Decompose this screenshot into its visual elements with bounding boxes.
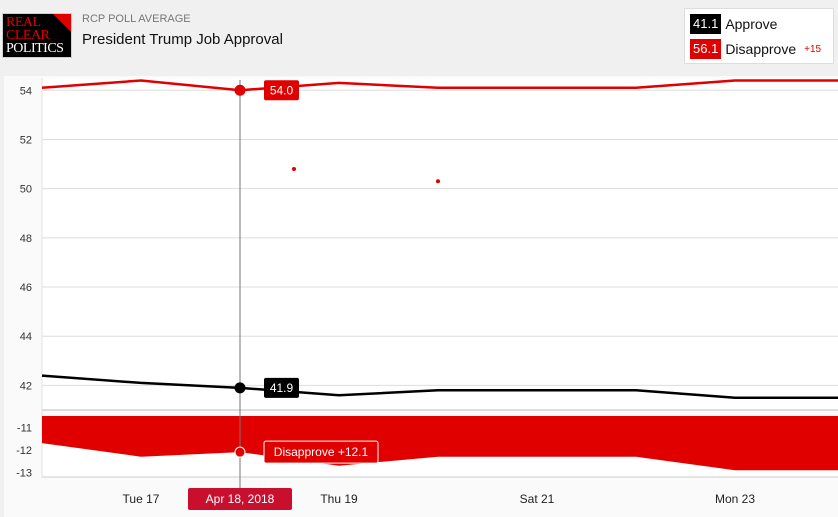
hover-label-approve: 41.9 xyxy=(270,381,294,395)
main-plot-area xyxy=(42,78,838,410)
y-tick-label: 42 xyxy=(20,380,32,392)
x-tick-label: Tue 17 xyxy=(123,492,160,506)
spread-area-disapprove xyxy=(42,416,838,471)
legend-approve-value: 41.1 xyxy=(690,14,722,34)
y-tick-label: 46 xyxy=(20,282,32,294)
y-tick-label: 52 xyxy=(20,134,32,146)
legend-approve[interactable]: 41.1 Approve xyxy=(690,14,777,34)
legend: 41.1 Approve 56.1 Disapprove +15 xyxy=(684,8,834,64)
hover-date-label: Apr 18, 2018 xyxy=(206,492,275,506)
logo-line-1: REAL xyxy=(6,15,41,30)
x-tick-label: Mon 23 xyxy=(715,492,755,506)
legend-disapprove[interactable]: 56.1 Disapprove +15 xyxy=(690,39,821,59)
data-point xyxy=(436,179,440,184)
legend-disapprove-value: 56.1 xyxy=(690,39,722,59)
hover-date-label-box xyxy=(188,488,292,510)
x-tick-label: Thu 19 xyxy=(320,492,358,506)
hover-point-approve xyxy=(234,382,246,394)
hover-label-spread: Disapprove +12.1 xyxy=(274,445,369,459)
legend-disapprove-label: Disapprove xyxy=(725,41,797,57)
hover-label-disapprove-box xyxy=(264,80,299,101)
chart-title: President Trump Job Approval xyxy=(82,31,283,48)
chart-header: REAL CLEAR POLITICS RCP POLL AVERAGE Pre… xyxy=(0,0,838,76)
chart-subtitle: RCP POLL AVERAGE xyxy=(82,13,191,25)
x-tick-label: Sat 21 xyxy=(520,492,555,506)
legend-disapprove-spread: +15 xyxy=(804,43,822,55)
rcp-logo[interactable]: REAL CLEAR POLITICS xyxy=(2,13,72,58)
hover-point-spread xyxy=(234,446,246,458)
hover-label-disapprove: 54.0 xyxy=(270,83,294,97)
y-tick-label: 54 xyxy=(20,85,32,97)
data-point xyxy=(292,166,296,171)
legend-approve-label: Approve xyxy=(725,16,778,32)
spread-y-tick-label: -11 xyxy=(17,422,32,434)
logo-line-3: POLITICS xyxy=(6,41,64,56)
hover-label-approve-box xyxy=(264,377,299,398)
hover-point-disapprove xyxy=(234,84,246,96)
y-tick-label: 44 xyxy=(20,331,32,343)
logo-line-2: CLEAR xyxy=(6,28,50,43)
series-line-approve xyxy=(41,374,838,399)
y-tick-label: 48 xyxy=(20,233,32,245)
y-tick-label: 50 xyxy=(20,184,32,196)
logo-corner-mark xyxy=(53,14,71,32)
series-line-disapprove xyxy=(41,79,838,92)
hover-label-spread-box xyxy=(263,440,379,464)
spread-y-tick-label: -13 xyxy=(16,467,32,479)
spread-y-tick-label: -12 xyxy=(16,445,32,457)
